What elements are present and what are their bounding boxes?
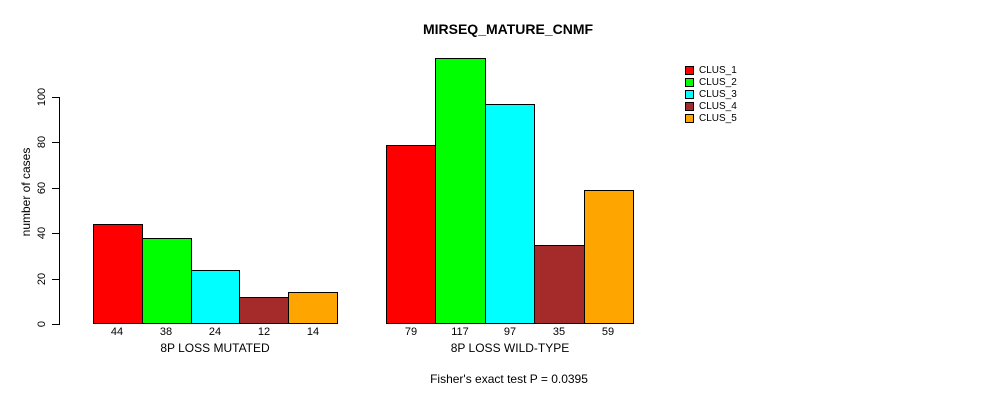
bar-clus_4-group1: [239, 297, 289, 324]
legend-item-clus_4: CLUS_4: [685, 100, 737, 112]
y-axis-label: number of cases: [19, 147, 33, 237]
legend-label: CLUS_4: [699, 100, 737, 112]
legend-swatch-icon: [685, 101, 694, 111]
legend-label: CLUS_5: [699, 112, 737, 124]
annotation-text: Fisher's exact test P = 0.0395: [430, 372, 588, 386]
bar-clus_2-group1: [142, 238, 192, 324]
legend: CLUS_1 CLUS_2 CLUS_3 CLUS_4 CLUS_5: [685, 64, 737, 124]
y-axis-tick-label: 100: [36, 87, 48, 107]
legend-swatch-icon: [685, 113, 694, 123]
y-axis-line: [59, 97, 60, 325]
y-axis-tick: [52, 188, 59, 189]
bar-value-label: 59: [601, 326, 615, 338]
legend-label: CLUS_2: [699, 76, 737, 88]
bar-value-label: 12: [257, 326, 271, 338]
chart-title: MIRSEQ_MATURE_CNMF: [422, 21, 594, 37]
legend-item-clus_5: CLUS_5: [685, 112, 737, 124]
bar-value-label: 38: [159, 326, 173, 338]
bar-clus_3-group1: [191, 270, 240, 324]
bar-clus_4-group2: [534, 245, 585, 324]
legend-item-clus_2: CLUS_2: [685, 76, 737, 88]
legend-swatch-icon: [685, 77, 694, 87]
y-axis-tick: [52, 324, 59, 325]
y-axis-tick-label: 60: [36, 181, 48, 195]
bar-value-label: 97: [503, 326, 517, 338]
bar-value-label: 117: [451, 326, 469, 338]
bar-value-label: 35: [552, 326, 566, 338]
bar-value-label: 14: [306, 326, 320, 338]
legend-swatch-icon: [685, 89, 694, 99]
y-axis-tick: [52, 279, 59, 280]
legend-swatch-icon: [685, 65, 694, 75]
y-axis-tick-label: 40: [36, 226, 48, 240]
bar-value-label: 79: [404, 326, 418, 338]
y-axis-tick-label: 0: [36, 320, 48, 328]
bar-clus_1-group1: [93, 224, 143, 324]
y-axis-tick: [52, 142, 59, 143]
bar-value-label: 24: [208, 326, 222, 338]
bar-clus_1-group2: [386, 145, 436, 324]
category-label: 8P LOSS MUTATED: [160, 341, 270, 355]
bar-value-label: 44: [110, 326, 124, 338]
category-label: 8P LOSS WILD-TYPE: [450, 341, 570, 355]
y-axis-tick-label: 20: [36, 272, 48, 286]
bar-clus_5-group2: [584, 190, 634, 324]
y-axis-tick: [52, 97, 59, 98]
bar-clus_3-group2: [485, 104, 535, 324]
legend-label: CLUS_3: [699, 88, 737, 100]
y-axis-tick-label: 80: [36, 135, 48, 149]
y-axis-tick: [52, 233, 59, 234]
bar-clus_5-group1: [288, 292, 338, 324]
bar-clus_2-group2: [435, 58, 486, 324]
legend-item-clus_1: CLUS_1: [685, 64, 737, 76]
legend-item-clus_3: CLUS_3: [685, 88, 737, 100]
legend-label: CLUS_1: [699, 64, 737, 76]
